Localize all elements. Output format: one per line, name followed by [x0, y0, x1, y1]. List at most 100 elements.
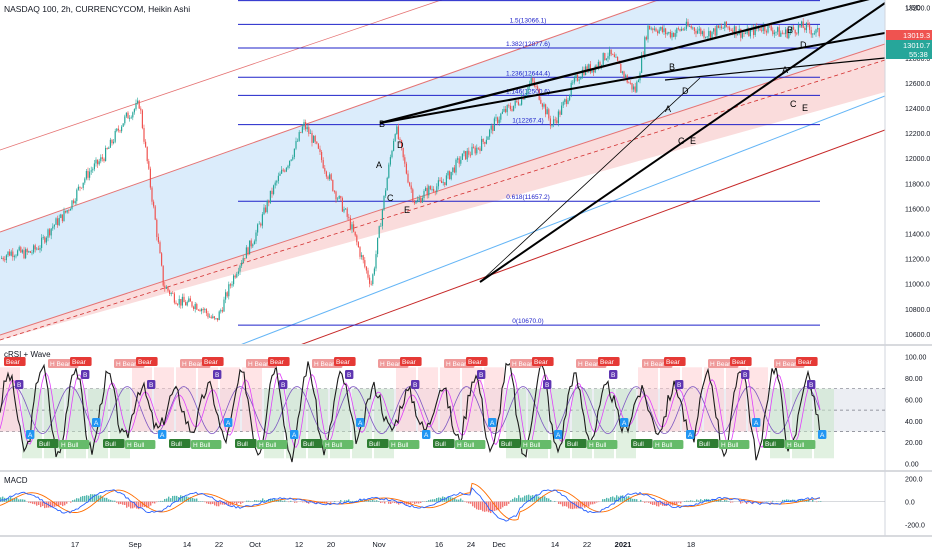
macd-hist-bar — [712, 499, 714, 502]
candle-body — [545, 104, 547, 115]
candle-body — [21, 250, 23, 253]
macd-hist-bar — [784, 499, 786, 502]
trendline-2[interactable] — [379, 32, 885, 124]
candle-body — [271, 190, 273, 195]
candle-body — [194, 304, 196, 310]
candle-body — [473, 146, 475, 148]
macd-hist-bar — [62, 501, 64, 507]
macd-hist-bar — [160, 500, 162, 502]
macd-hist-bar — [492, 501, 494, 512]
candle-body — [17, 250, 19, 256]
crsi-signal-tag — [257, 440, 288, 449]
macd-hist-bar — [690, 500, 692, 502]
macd-hist-bar — [116, 501, 118, 503]
trendline-1[interactable] — [379, 0, 885, 125]
candle-body — [684, 28, 686, 30]
candle-body — [740, 28, 742, 38]
macd-axis[interactable]: 200.0 0.0 -200.0 — [905, 477, 925, 530]
macd-hist-bar — [182, 495, 184, 502]
candle-body — [186, 301, 188, 306]
candle-body — [343, 209, 345, 212]
macd-hist-bar — [96, 494, 98, 502]
x-tick-label: 22 — [215, 540, 223, 549]
macd-hist-bar — [478, 501, 480, 510]
candle-body — [705, 37, 707, 38]
candle-body — [797, 25, 799, 34]
crsi-signal-tag-text: Bull — [171, 441, 182, 448]
candle-body — [460, 159, 462, 164]
macd-hist-bar — [570, 501, 572, 509]
time-axis[interactable]: 17 Sep 14 22 Oct 12 20 Nov 16 24 Dec 14 22 2021 18 — [71, 540, 695, 549]
price-tick-label: 11400.0 — [905, 232, 930, 239]
candle-body — [175, 302, 177, 305]
macd-hist-bar — [394, 501, 396, 504]
crsi-signal-tag-text: Bull — [303, 441, 314, 448]
crsi-signal-tag-text: A — [226, 420, 231, 427]
macd-tick-label: 200.0 — [905, 477, 923, 484]
channel-top-line — [0, 0, 660, 233]
wave-label: B — [669, 62, 675, 72]
crsi-shade — [154, 367, 174, 432]
candle-body — [669, 32, 671, 38]
macd-pane[interactable]: MACD — [0, 476, 885, 522]
candle-body — [373, 268, 375, 275]
last-price-tag-green — [886, 40, 932, 59]
candle-body — [466, 150, 468, 160]
candle-body — [602, 53, 604, 65]
crsi-signal-tag — [323, 440, 354, 449]
macd-hist-bar — [720, 499, 722, 502]
candle-body — [329, 174, 331, 179]
candle-body — [628, 82, 630, 84]
crsi-signal-tag-text: B — [281, 382, 285, 389]
candle-body — [274, 182, 276, 186]
macd-hist-bar — [308, 501, 310, 504]
candle-body — [557, 111, 559, 124]
fib-label: 0(10670.0) — [512, 318, 543, 325]
candle-body — [597, 61, 599, 68]
candle-body — [730, 30, 732, 31]
candle-body — [537, 86, 539, 89]
x-tick-label: 16 — [435, 540, 443, 549]
crsi-signal-tag — [103, 439, 125, 448]
crsi-signal-tag — [290, 430, 299, 439]
trendline-4[interactable] — [664, 57, 885, 81]
candle-body — [463, 151, 465, 154]
macd-hist-bar — [40, 501, 42, 508]
candle-body — [97, 159, 99, 165]
candle-body — [532, 78, 534, 82]
wave-label: A — [782, 65, 788, 75]
macd-hist-bar — [302, 501, 304, 503]
candle-body — [413, 200, 415, 204]
candle-body — [223, 299, 225, 312]
price-pane[interactable]: 1.618(13254.6) 1.5(13066.1) 1.382(12877.6)… — [0, 0, 885, 345]
candle-body — [605, 58, 607, 61]
candle-body — [551, 124, 553, 126]
candle-body — [181, 296, 183, 306]
crsi-signal-tag-text: H Bull — [523, 442, 541, 449]
candle-body — [140, 108, 142, 111]
candle-body — [546, 109, 548, 115]
candle-body — [402, 147, 404, 158]
macd-hist-bar — [446, 497, 448, 502]
candle-body — [409, 182, 411, 186]
macd-hist-bar — [14, 498, 16, 502]
crsi-signal-tag-text: Bear — [6, 359, 21, 366]
crsi-axis[interactable]: 100.00 80.00 60.00 40.00 20.00 0.00 — [905, 355, 927, 469]
candle-body — [636, 82, 638, 92]
macd-hist-bar — [106, 497, 108, 502]
candle-body — [468, 150, 470, 155]
macd-hist-bar — [744, 501, 746, 503]
candle-body — [655, 28, 657, 32]
macd-hist-bar — [546, 497, 548, 502]
trendline-3[interactable] — [479, 2, 885, 283]
candle-body — [239, 265, 241, 272]
channel-mid-dashed — [0, 59, 885, 341]
candle-body — [245, 247, 247, 259]
trendline-5[interactable] — [479, 77, 701, 283]
macd-hist-bar — [246, 500, 248, 502]
crsi-pane[interactable]: Bear B A Bull H Bear H Bull Bear B A Bull H Bear H … — [0, 350, 885, 463]
candle-body — [429, 186, 431, 190]
candle-body — [425, 187, 427, 191]
candle-body — [236, 273, 238, 278]
